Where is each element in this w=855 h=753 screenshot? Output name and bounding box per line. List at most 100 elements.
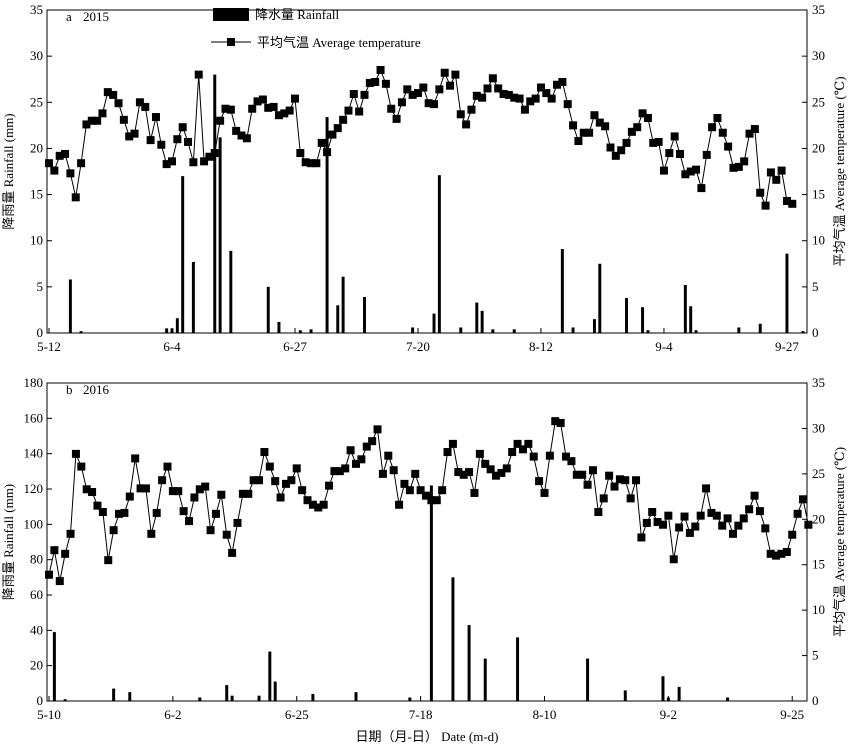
temperature-point xyxy=(260,448,269,457)
temperature-point xyxy=(392,114,401,123)
temperature-point xyxy=(71,449,80,458)
temperature-point xyxy=(50,546,59,555)
rainfall-bar xyxy=(341,276,345,333)
rainfall-bar xyxy=(52,632,56,701)
x-tick-label: 9-25 xyxy=(780,707,804,722)
temperature-point xyxy=(405,486,414,495)
temperature-point xyxy=(478,93,487,102)
y-right-tick-label: 10 xyxy=(812,233,825,248)
y-right-tick-label: 10 xyxy=(812,602,825,617)
temperature-point xyxy=(114,99,123,108)
temperature-point xyxy=(389,466,398,475)
temperature-point xyxy=(61,149,70,158)
temperature-point xyxy=(357,455,366,464)
temperature-point xyxy=(617,146,626,155)
temperature-point xyxy=(109,90,118,99)
temperature-point xyxy=(513,439,522,448)
temperature-point xyxy=(330,467,339,476)
temperature-point xyxy=(595,118,604,127)
temperature-point xyxy=(483,84,492,93)
temperature-point xyxy=(296,149,305,158)
temperature-point xyxy=(465,468,474,477)
temperature-point xyxy=(339,115,348,124)
temperature-point xyxy=(685,528,694,537)
y-left-axis-label: 降雨量 Rainfall (mm) xyxy=(1,484,16,600)
y-left-tick-label: 30 xyxy=(30,48,43,63)
temperature-point xyxy=(435,85,444,94)
temperature-point xyxy=(594,508,603,517)
rainfall-bar xyxy=(311,693,315,701)
temperature-point xyxy=(258,95,267,104)
temperature-point xyxy=(456,110,465,119)
temperature-point xyxy=(569,121,578,130)
temperature-point xyxy=(88,488,97,497)
y-left-tick-label: 160 xyxy=(24,410,44,425)
temperature-point xyxy=(659,166,668,175)
rainfall-bar xyxy=(266,286,270,333)
temperature-point xyxy=(167,157,176,166)
legend-rainfall-swatch xyxy=(213,8,249,21)
rainfall-bar xyxy=(661,676,665,701)
temperature-point xyxy=(424,99,433,108)
rainfall-bar xyxy=(230,695,234,701)
temperature-point xyxy=(670,132,679,141)
rainfall-bar xyxy=(646,330,650,333)
temperature-point xyxy=(750,125,759,134)
rainfall-bar xyxy=(592,319,596,333)
temperature-point xyxy=(601,122,610,131)
temperature-point xyxy=(583,480,592,489)
rainfall-bar xyxy=(491,329,495,333)
temperature-point xyxy=(658,520,667,529)
temperature-point xyxy=(285,106,294,115)
temperature-point xyxy=(55,151,64,160)
panel-label: b xyxy=(66,382,73,397)
temperature-point xyxy=(664,511,673,520)
temperature-point xyxy=(125,492,134,501)
temperature-point xyxy=(745,129,754,138)
temperature-point xyxy=(141,484,150,493)
rainfall-bar xyxy=(475,302,479,333)
temperature-point xyxy=(395,500,404,509)
temperature-point xyxy=(233,518,242,527)
x-tick-label: 7-20 xyxy=(406,339,430,354)
temperature-point xyxy=(419,83,428,92)
temperature-point xyxy=(526,97,535,106)
temperature-point xyxy=(281,479,290,488)
temperature-point xyxy=(146,136,155,145)
x-tick-label: 6-2 xyxy=(164,707,181,722)
temperature-point xyxy=(287,476,296,485)
y-right-tick-label: 25 xyxy=(812,94,825,109)
temperature-point xyxy=(553,80,562,89)
temperature-point xyxy=(515,94,524,103)
temperature-point xyxy=(255,476,264,485)
rainfall-bar xyxy=(560,249,564,333)
x-tick-label: 9-4 xyxy=(655,339,673,354)
temperature-point xyxy=(163,462,172,471)
temperature-point xyxy=(676,149,685,158)
temperature-point xyxy=(408,90,417,99)
temperature-point xyxy=(734,162,743,171)
temperature-point xyxy=(475,449,484,458)
temperature-point xyxy=(788,199,797,208)
temperature-point xyxy=(772,175,781,184)
temperature-point xyxy=(713,113,722,122)
temperature-point xyxy=(341,464,350,473)
y-right-tick-label: 35 xyxy=(812,2,825,17)
rainfall-bar xyxy=(229,250,233,333)
y-left-tick-label: 20 xyxy=(30,140,43,155)
temperature-point xyxy=(756,188,765,197)
rainfall-bar xyxy=(268,651,272,701)
temperature-point xyxy=(411,469,420,478)
temperature-point xyxy=(686,167,695,176)
rainfall-bar xyxy=(68,279,72,333)
temperature-point xyxy=(184,137,193,146)
temperature-point xyxy=(723,514,732,523)
temperature-point xyxy=(274,111,283,120)
temperature-point xyxy=(397,98,406,107)
temperature-point xyxy=(264,103,273,112)
temperature-point xyxy=(66,529,75,538)
temperature-point xyxy=(572,470,581,479)
temperature-point xyxy=(724,142,733,151)
x-tick-label: 5-10 xyxy=(37,707,61,722)
